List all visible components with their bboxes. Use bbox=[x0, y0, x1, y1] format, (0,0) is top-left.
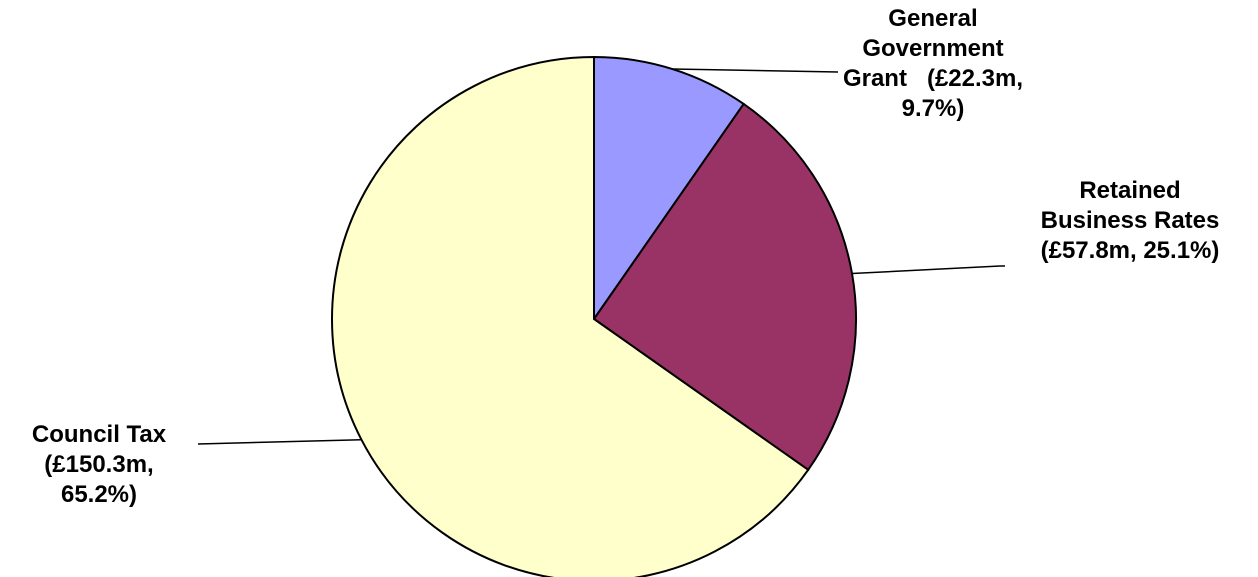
leader-line-general-government-grant bbox=[672, 68, 839, 73]
label-line: Grant (£22.3m, bbox=[842, 65, 1024, 92]
leader-line-retained-business-rates bbox=[851, 265, 1005, 275]
slice-council-tax bbox=[331, 55, 810, 577]
slice-retained-business-rates bbox=[592, 102, 858, 472]
leader-lines bbox=[197, 68, 1005, 445]
label-line: 65.2%) bbox=[60, 481, 138, 508]
pie-slices bbox=[331, 55, 858, 577]
label-line: Business Rates bbox=[1040, 207, 1220, 234]
slice-label-council-tax: Council Tax (£150.3m, 65.2%) bbox=[0, 420, 198, 510]
label-line: General bbox=[888, 5, 978, 32]
label-line: Government bbox=[862, 35, 1004, 62]
label-line: (£150.3m, bbox=[44, 451, 154, 478]
slice-label-retained-business-rates: Retained Business Rates (£57.8m, 25.1%) bbox=[1005, 176, 1255, 266]
label-line: 9.7%) bbox=[901, 95, 965, 122]
label-line: Council Tax bbox=[31, 421, 167, 448]
label-line: Retained bbox=[1079, 177, 1181, 204]
leader-line-council-tax bbox=[197, 438, 362, 445]
label-line: (£57.8m, 25.1%) bbox=[1040, 237, 1220, 264]
slice-label-general-government-grant: General Government Grant (£22.3m, 9.7%) bbox=[808, 4, 1058, 124]
